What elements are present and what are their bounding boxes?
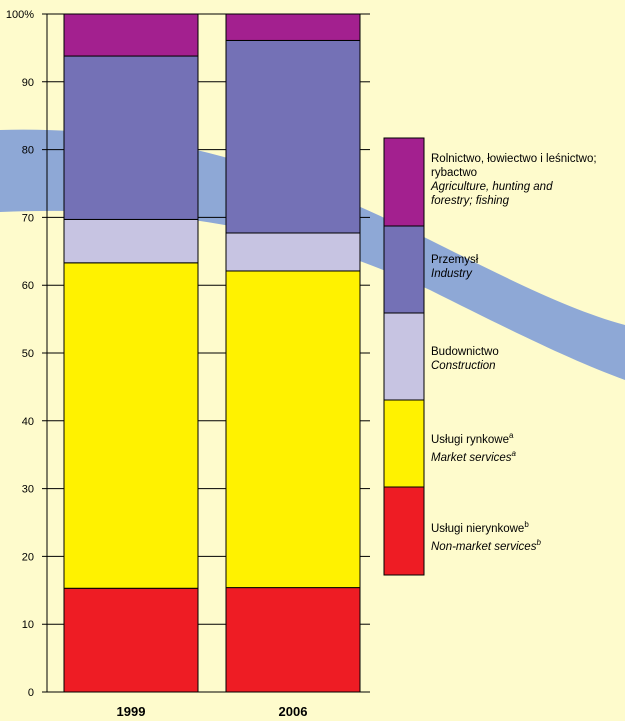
bar-nonmarket-1999 — [63, 587, 199, 693]
y-tick-label-30: 30 — [22, 484, 34, 496]
legend-swatch-industry — [383, 225, 425, 314]
y-tick-label-10: 10 — [22, 619, 34, 631]
legend-swatch-market — [383, 399, 425, 488]
legend-entry-market: Usługi rynkowea Market servicesa — [431, 429, 625, 465]
legend-entry-construction: Budownictwo Construction — [431, 345, 625, 373]
legend-nonmarket-pl-note: b — [524, 520, 529, 529]
legend-nonmarket-en-note: b — [536, 537, 541, 547]
y-tick-label-60: 60 — [22, 280, 34, 292]
legend-construction-pl: Budownictwo — [431, 346, 499, 358]
y-tick-label-100: 100% — [6, 9, 34, 21]
legend-market-en-line: Market servicesa — [431, 447, 625, 465]
bar-construction-1999 — [63, 218, 199, 264]
bar-industry-2006 — [225, 39, 361, 234]
bar-construction-2006 — [225, 232, 361, 272]
y-tick-label-90: 90 — [22, 77, 34, 89]
bar-nonmarket-2006 — [225, 587, 361, 693]
y-tick-label-0: 0 — [28, 687, 34, 699]
legend-nonmarket-pl-line: Usługi nierynkoweb — [431, 518, 625, 536]
legend-swatch-nonmarket — [383, 486, 425, 576]
legend-agriculture-pl-2: rybactwo — [431, 167, 478, 179]
legend-market-pl-note: a — [508, 431, 514, 440]
legend-entry-industry: Przemysł Industry — [431, 253, 625, 281]
bar-agriculture-1999 — [63, 13, 199, 57]
legend-construction-en: Construction — [431, 360, 496, 372]
y-tick-label-80: 80 — [22, 145, 34, 157]
bar-agriculture-2006 — [225, 13, 361, 41]
bar-market-2006 — [225, 270, 361, 589]
legend-entry-nonmarket: Usługi nierynkoweb Non-market servicesb — [431, 518, 625, 554]
bar-market-1999 — [63, 262, 199, 589]
legend-nonmarket-en-line: Non-market servicesb — [431, 536, 625, 554]
y-tick-label-50: 50 — [22, 348, 34, 360]
y-tick-label-70: 70 — [22, 212, 34, 224]
legend-agriculture-pl-1: Rolnictwo, łowiectwo i leśnictwo; — [431, 153, 597, 165]
legend-nonmarket-pl: Usługi nierynkowe — [431, 522, 525, 535]
legend-industry-en: Industry — [431, 268, 472, 280]
y-tick-label-40: 40 — [22, 416, 34, 428]
bar-industry-1999 — [63, 55, 199, 220]
legend-entry-agriculture: Rolnictwo, łowiectwo i leśnictwo; rybact… — [431, 152, 625, 208]
legend-swatch-construction — [383, 312, 425, 401]
legend-market-pl: Usługi rynkowe — [431, 433, 509, 446]
legend-agriculture-en-2: forestry; fishing — [431, 195, 509, 207]
legend-market-en-note: a — [511, 448, 516, 458]
x-category-label-1999: 1999 — [117, 704, 146, 719]
legend-swatch-agriculture — [383, 137, 425, 227]
legend-market-pl-line: Usługi rynkowea — [431, 429, 625, 447]
legend-industry-pl: Przemysł — [431, 254, 479, 266]
legend-nonmarket-en: Non-market services — [431, 540, 537, 553]
x-category-label-2006: 2006 — [279, 704, 308, 719]
legend-agriculture-en-1: Agriculture, hunting and — [431, 181, 553, 193]
legend-market-en: Market services — [431, 451, 512, 464]
y-tick-label-20: 20 — [22, 551, 34, 563]
